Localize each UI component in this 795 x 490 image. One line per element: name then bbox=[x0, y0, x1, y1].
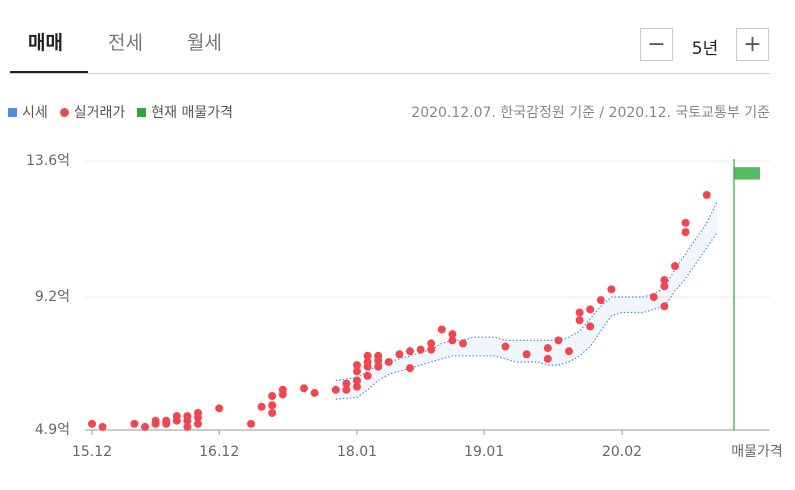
trade-point bbox=[194, 413, 202, 422]
legend: 시세 실거래가 현재 매물가격 bbox=[8, 102, 233, 122]
trade-point bbox=[353, 361, 361, 370]
trade-point bbox=[554, 336, 563, 345]
trade-point bbox=[586, 322, 595, 331]
trade-point bbox=[363, 362, 372, 371]
trade-point bbox=[130, 419, 139, 428]
trade-point bbox=[151, 419, 160, 428]
trade-point bbox=[353, 382, 361, 391]
trade-point bbox=[522, 350, 531, 359]
trade-point bbox=[565, 347, 573, 356]
trade-point bbox=[607, 285, 616, 294]
trade-point bbox=[162, 419, 171, 428]
trade-point bbox=[342, 385, 351, 394]
listing-range bbox=[734, 167, 760, 180]
trade-point bbox=[194, 419, 202, 428]
legend-label: 시세 bbox=[22, 105, 48, 121]
source-note: 2020.12.07. 한국감정원 기준 / 2020.12. 국토교통부 기준 bbox=[411, 105, 770, 121]
trade-point bbox=[353, 367, 361, 376]
tab[interactable]: 매매 bbox=[28, 32, 63, 54]
period: 5년 bbox=[691, 39, 719, 59]
tab[interactable]: 월세 bbox=[187, 32, 222, 54]
x-tick-label: 18.01 bbox=[337, 444, 377, 460]
trade-point bbox=[586, 305, 595, 314]
trade-point bbox=[183, 416, 192, 425]
tab-indicator bbox=[10, 71, 88, 74]
trade-point bbox=[278, 390, 287, 399]
trade-point bbox=[353, 376, 361, 385]
trade-point bbox=[406, 347, 414, 356]
trade-point bbox=[501, 342, 510, 351]
band-lower bbox=[335, 231, 718, 400]
band-fill bbox=[335, 201, 718, 400]
trade-point bbox=[427, 345, 436, 354]
trade-point bbox=[575, 308, 584, 317]
legend-item: 실거래가 bbox=[59, 102, 126, 122]
trade-point bbox=[395, 350, 404, 359]
trade-point bbox=[172, 416, 181, 425]
trade-point bbox=[459, 339, 467, 348]
x-tick-label: 20.02 bbox=[602, 444, 642, 460]
trade-point bbox=[416, 345, 425, 354]
legend-swatch bbox=[8, 107, 17, 117]
trade-point bbox=[257, 402, 266, 411]
trade-point bbox=[363, 371, 372, 380]
y-tick-label: 13.6억 bbox=[26, 153, 70, 169]
trade-point bbox=[702, 191, 711, 200]
trade-point bbox=[98, 422, 107, 431]
trade-point bbox=[437, 325, 446, 334]
trade-point bbox=[268, 408, 277, 417]
trade-point bbox=[374, 356, 383, 365]
trade-point bbox=[427, 339, 436, 348]
trade-point bbox=[300, 384, 308, 393]
legend-item: 시세 bbox=[8, 102, 48, 122]
legend-label: 실거래가 bbox=[73, 105, 126, 121]
band-upper bbox=[335, 200, 718, 382]
tab[interactable]: 전세 bbox=[108, 32, 143, 54]
trade-point bbox=[681, 228, 690, 237]
trade-point bbox=[268, 401, 277, 410]
x-tick-label: 매물가격 bbox=[731, 444, 783, 460]
trade-point bbox=[660, 302, 669, 311]
x-tick-label: 15.12 bbox=[72, 444, 112, 460]
trade-point bbox=[543, 354, 552, 363]
trade-point bbox=[660, 276, 669, 285]
trade-point bbox=[384, 357, 393, 366]
trade-point bbox=[141, 422, 149, 431]
trade-point bbox=[215, 404, 224, 413]
y-tick-label: 4.9억 bbox=[35, 422, 70, 438]
legend-label: 현재 매물가격 bbox=[151, 105, 234, 121]
trade-point bbox=[448, 336, 457, 345]
x-tick-label: 19.01 bbox=[464, 444, 504, 460]
trade-point bbox=[671, 262, 679, 271]
trade-point bbox=[363, 351, 372, 360]
legend-item: 현재 매물가격 bbox=[137, 102, 233, 122]
trade-point bbox=[374, 362, 383, 371]
trade-point bbox=[649, 293, 658, 302]
increase-button[interactable]: + bbox=[736, 28, 769, 61]
trade-point bbox=[331, 385, 340, 394]
x-tick-label: 16.12 bbox=[199, 444, 239, 460]
legend-swatch bbox=[59, 107, 69, 117]
trade-point bbox=[88, 419, 96, 428]
decrease-button[interactable]: − bbox=[640, 28, 673, 61]
trade-point bbox=[596, 296, 605, 305]
trade-point bbox=[448, 330, 457, 339]
trade-point bbox=[342, 379, 351, 388]
trade-point bbox=[660, 282, 669, 291]
trade-point bbox=[575, 316, 584, 325]
trade-point bbox=[681, 218, 690, 227]
trade-point bbox=[268, 391, 277, 400]
trade-point bbox=[183, 422, 192, 431]
trade-point bbox=[406, 364, 414, 373]
divider bbox=[10, 73, 770, 74]
legend-swatch bbox=[137, 107, 147, 117]
trade-point bbox=[543, 344, 552, 353]
trade-point bbox=[310, 388, 319, 397]
trade-point bbox=[247, 419, 255, 428]
y-tick-label: 9.2억 bbox=[35, 289, 70, 305]
